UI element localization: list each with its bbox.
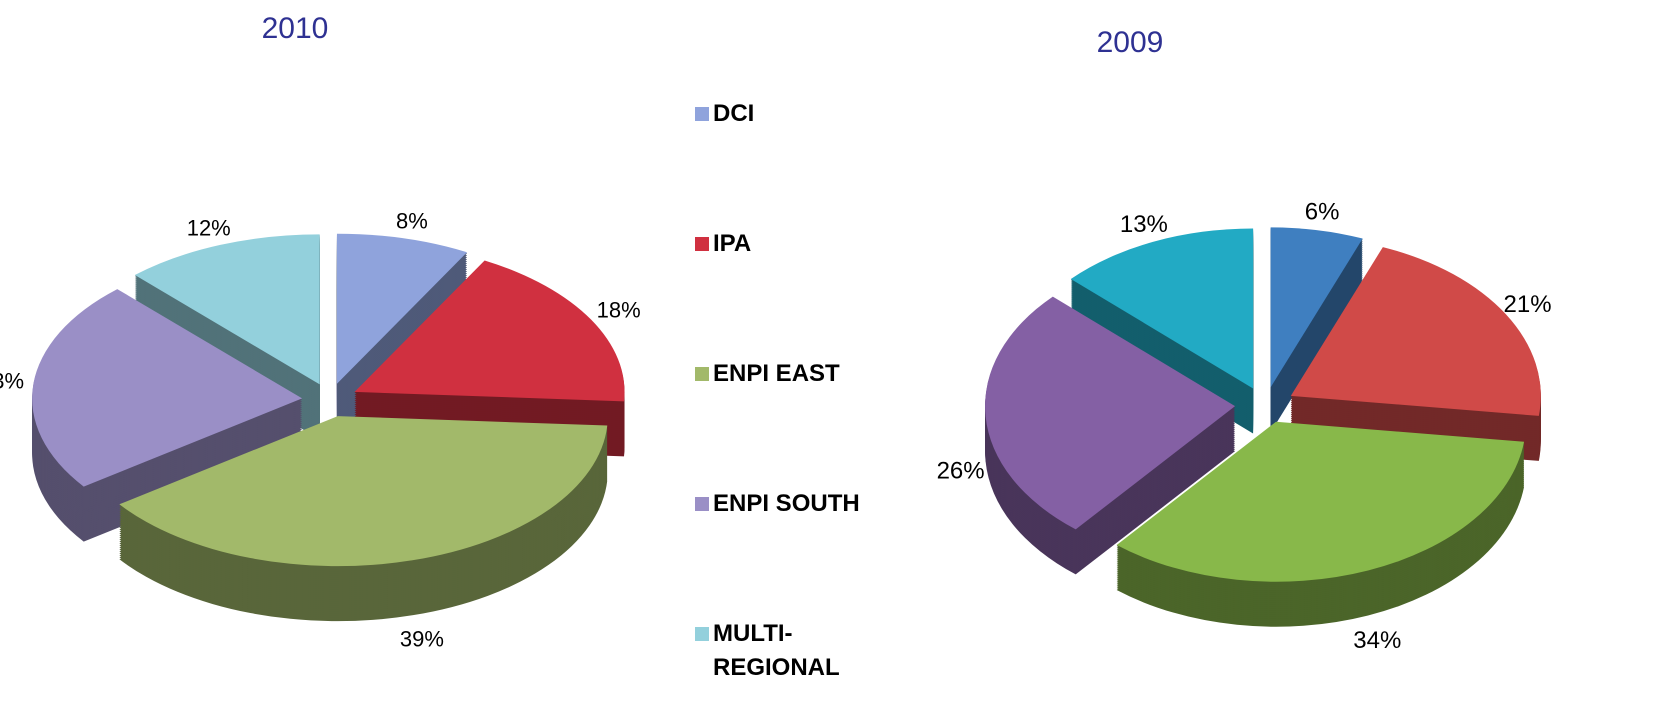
slice bbox=[985, 296, 1236, 530]
slice bbox=[1270, 227, 1363, 388]
legend-label: ENPI SOUTH bbox=[713, 490, 860, 517]
slice bbox=[1290, 247, 1541, 416]
slice bbox=[119, 416, 608, 567]
data-label: 34% bbox=[1353, 627, 1401, 654]
legend-label: MULTI-REGIONAL bbox=[713, 620, 840, 681]
slice bbox=[134, 234, 320, 385]
data-label: 18% bbox=[597, 298, 641, 323]
legend-label: IPA bbox=[713, 230, 752, 257]
legend-item: MULTI-REGIONAL bbox=[695, 620, 883, 685]
legend-swatch bbox=[695, 497, 709, 511]
data-label: 13% bbox=[1120, 211, 1168, 238]
legend-swatch bbox=[695, 367, 709, 381]
legend-item: IPA bbox=[695, 230, 883, 261]
chart-title: 2010 bbox=[262, 12, 329, 45]
slice bbox=[1116, 421, 1525, 582]
slice bbox=[354, 260, 625, 402]
legend-label: DCI bbox=[713, 100, 755, 127]
data-label: 23% bbox=[0, 369, 24, 394]
legend-item: ENPI SOUTH bbox=[695, 490, 883, 521]
data-label: 21% bbox=[1504, 291, 1552, 318]
slice bbox=[32, 289, 303, 487]
data-label: 26% bbox=[937, 458, 985, 485]
legend-item: ENPI EAST bbox=[695, 360, 883, 391]
chart-title: 2009 bbox=[1097, 26, 1164, 59]
data-label: 6% bbox=[1305, 199, 1340, 226]
legend-label: ENPI EAST bbox=[713, 360, 840, 387]
data-label: 12% bbox=[187, 216, 231, 241]
data-label: 39% bbox=[400, 627, 444, 652]
legend-swatch bbox=[695, 627, 709, 641]
data-label: 8% bbox=[396, 209, 428, 234]
legend-swatch bbox=[695, 107, 709, 121]
legend-swatch bbox=[695, 237, 709, 251]
slice bbox=[1070, 228, 1254, 389]
legend-item: DCI bbox=[695, 100, 883, 131]
slice bbox=[336, 233, 468, 384]
